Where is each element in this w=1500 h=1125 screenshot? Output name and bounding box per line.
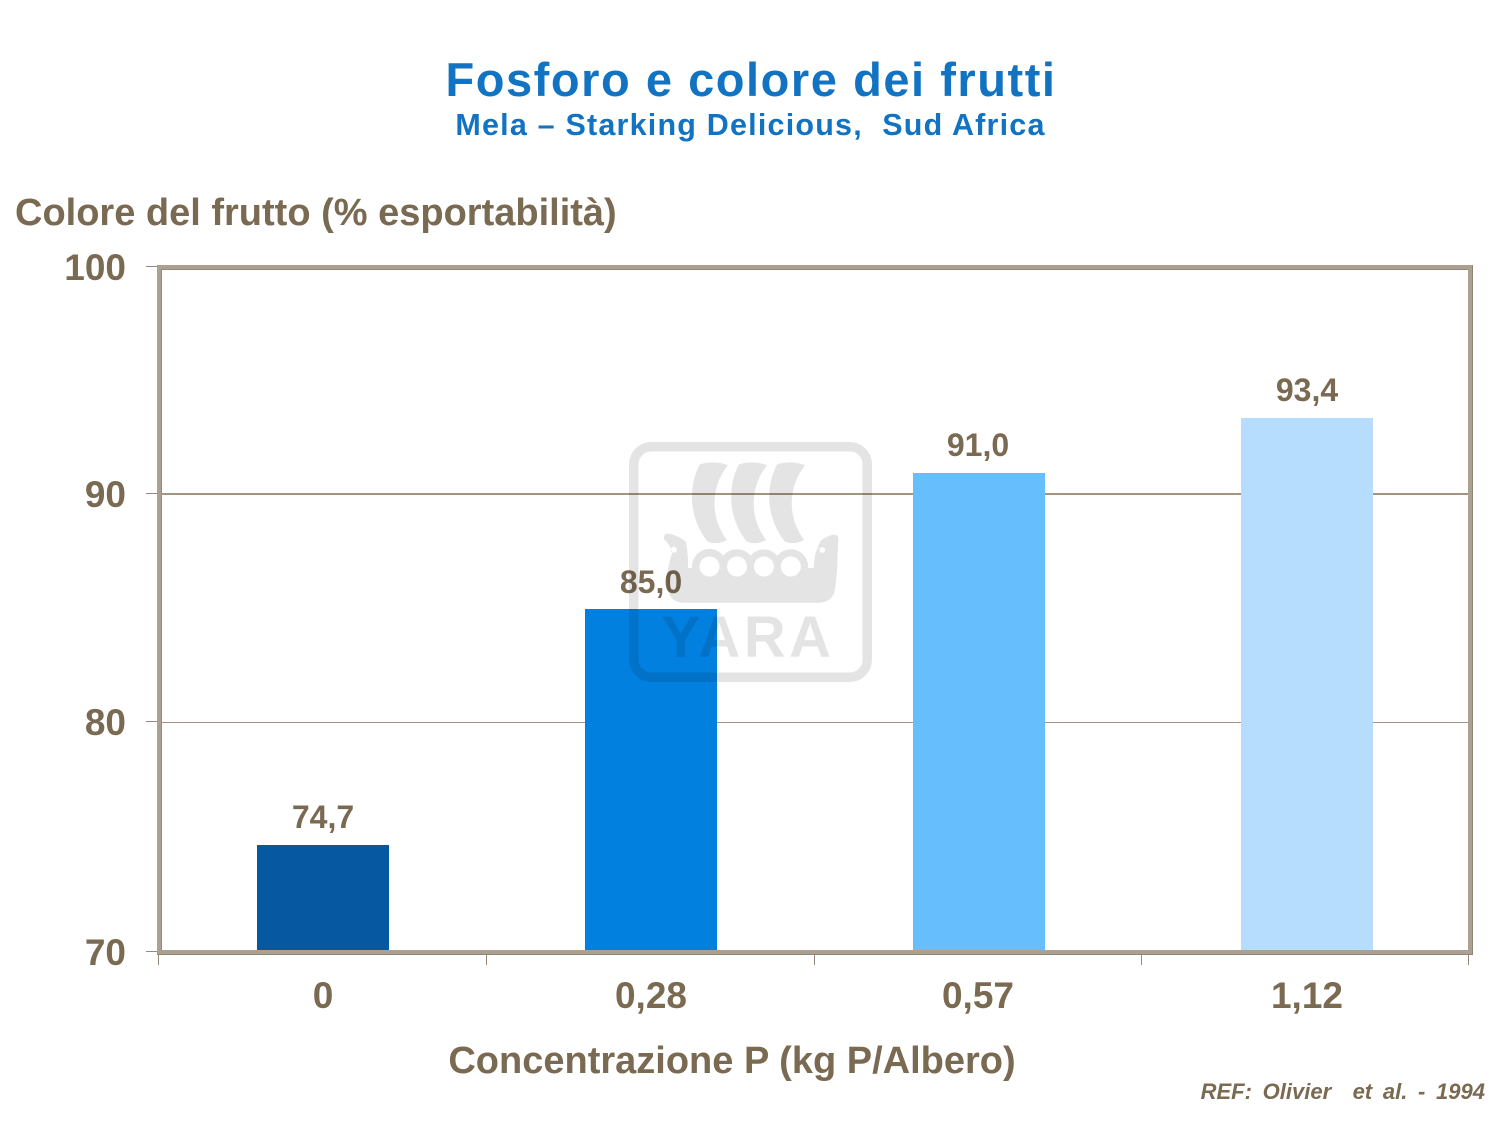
svg-text:YARA: YARA <box>661 605 834 670</box>
